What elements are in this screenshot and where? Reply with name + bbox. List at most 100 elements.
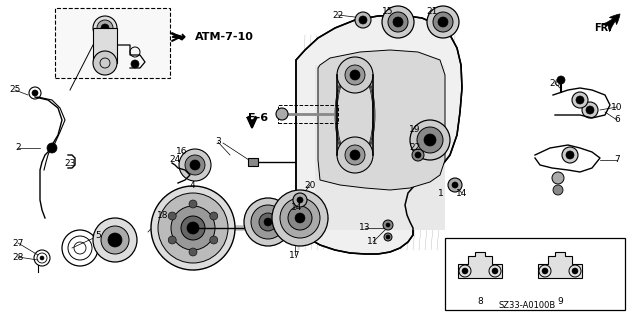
Text: 16: 16 [176, 147, 188, 157]
Bar [93, 28, 117, 63]
Text: SZ33-A0100B: SZ33-A0100B [499, 300, 556, 309]
Circle shape [40, 256, 44, 260]
Circle shape [272, 190, 328, 246]
Polygon shape [538, 252, 582, 278]
Circle shape [433, 12, 453, 32]
Circle shape [210, 212, 218, 220]
Circle shape [410, 120, 450, 160]
Text: 17: 17 [289, 250, 301, 259]
Circle shape [32, 90, 38, 96]
Circle shape [417, 127, 443, 153]
Circle shape [93, 218, 137, 262]
Circle shape [190, 160, 200, 170]
Text: 1: 1 [438, 189, 444, 197]
Polygon shape [296, 15, 462, 254]
Circle shape [168, 236, 176, 244]
Circle shape [276, 108, 288, 120]
Text: 24: 24 [170, 155, 180, 165]
Circle shape [288, 206, 312, 230]
Text: 10: 10 [611, 102, 623, 112]
Circle shape [350, 70, 360, 80]
Text: 9: 9 [557, 298, 563, 307]
Circle shape [586, 106, 594, 114]
Circle shape [415, 152, 421, 158]
Text: 19: 19 [409, 125, 420, 135]
Circle shape [572, 92, 588, 108]
Circle shape [293, 193, 307, 207]
Bar [445, 238, 625, 310]
Text: 26: 26 [549, 78, 561, 87]
Text: 23: 23 [64, 159, 76, 167]
Text: 22: 22 [410, 144, 420, 152]
Circle shape [297, 197, 303, 203]
Circle shape [566, 151, 574, 159]
Circle shape [388, 12, 408, 32]
Circle shape [386, 235, 390, 239]
Circle shape [47, 143, 57, 153]
Text: 11: 11 [367, 238, 379, 247]
Bar [315, 65, 445, 230]
Circle shape [542, 268, 548, 274]
Text: 20: 20 [304, 181, 316, 189]
Text: 2: 2 [15, 144, 21, 152]
Text: FR.: FR. [594, 23, 612, 33]
Circle shape [97, 20, 113, 36]
Circle shape [101, 24, 109, 32]
Circle shape [244, 198, 292, 246]
Circle shape [393, 17, 403, 27]
Circle shape [553, 185, 563, 195]
Text: 21: 21 [426, 8, 438, 17]
Text: 28: 28 [12, 253, 24, 262]
Circle shape [562, 147, 578, 163]
Circle shape [383, 220, 393, 230]
Circle shape [424, 134, 436, 146]
Text: 18: 18 [157, 211, 169, 219]
Circle shape [345, 65, 365, 85]
Text: 27: 27 [12, 239, 24, 248]
Circle shape [131, 60, 139, 68]
Circle shape [412, 149, 424, 161]
Circle shape [251, 205, 285, 239]
Text: ATM-7-10: ATM-7-10 [195, 32, 254, 42]
Circle shape [181, 216, 205, 240]
Circle shape [168, 212, 176, 220]
Circle shape [359, 16, 367, 24]
Circle shape [427, 6, 459, 38]
Circle shape [185, 155, 205, 175]
Bar [248, 158, 258, 166]
Circle shape [557, 76, 565, 84]
Text: 7: 7 [614, 155, 620, 165]
Circle shape [179, 149, 211, 181]
Circle shape [189, 200, 197, 208]
Circle shape [452, 182, 458, 188]
Text: 14: 14 [456, 189, 468, 197]
Circle shape [582, 102, 598, 118]
Circle shape [171, 206, 215, 250]
Circle shape [189, 248, 197, 256]
Circle shape [187, 222, 199, 234]
Circle shape [337, 57, 373, 93]
Polygon shape [170, 33, 185, 40]
Text: 8: 8 [477, 298, 483, 307]
Circle shape [492, 268, 498, 274]
Circle shape [345, 145, 365, 165]
Text: 6: 6 [614, 115, 620, 124]
Circle shape [151, 186, 235, 270]
Text: 22: 22 [332, 11, 344, 19]
Text: 15: 15 [382, 8, 394, 17]
Circle shape [295, 213, 305, 223]
Circle shape [576, 96, 584, 104]
Circle shape [355, 12, 371, 28]
Circle shape [448, 178, 462, 192]
Text: 5: 5 [95, 232, 101, 241]
Circle shape [158, 193, 228, 263]
Bar [278, 105, 338, 123]
Circle shape [210, 236, 218, 244]
Text: 14: 14 [291, 204, 303, 212]
Circle shape [382, 6, 414, 38]
Circle shape [280, 198, 320, 238]
Text: 3: 3 [215, 137, 221, 146]
Circle shape [264, 218, 272, 226]
Polygon shape [458, 252, 502, 278]
Circle shape [552, 172, 564, 184]
